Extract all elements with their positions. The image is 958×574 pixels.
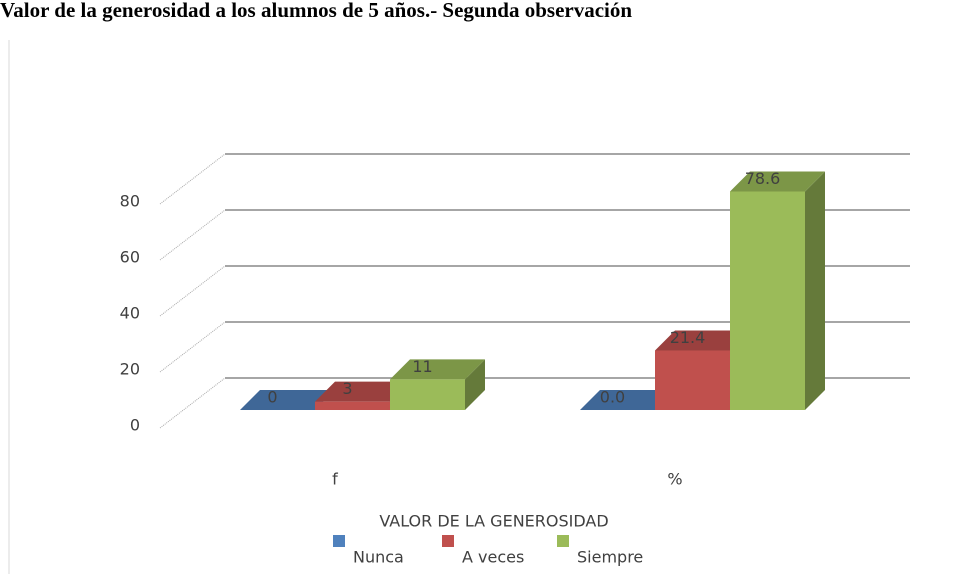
value-label: 3 — [342, 379, 352, 398]
legend-swatch — [442, 535, 454, 547]
bar-top — [315, 381, 410, 402]
y-tick-label: 60 — [120, 248, 140, 267]
value-label: 21.4 — [670, 328, 706, 347]
x-tick-label: f — [332, 470, 338, 489]
chart-title: Valor de la generosidad a los alumnos de… — [0, 0, 632, 22]
bar-top — [655, 330, 750, 351]
bar-side — [465, 359, 485, 410]
bar-top — [730, 171, 825, 192]
x-tick-label: % — [667, 470, 682, 489]
grid-line-side — [159, 265, 226, 317]
legend-label: Siempre — [577, 548, 643, 567]
grid-line-side — [159, 209, 226, 261]
grid-line-side — [159, 321, 226, 373]
y-tick-label: 20 — [120, 360, 140, 379]
value-label: 0 — [267, 388, 277, 407]
bar-top — [240, 390, 335, 410]
grid-line-side — [159, 153, 226, 205]
y-tick-label: 40 — [120, 304, 140, 323]
bar-top — [390, 359, 485, 380]
grid-line-side — [159, 377, 226, 429]
y-tick-label: 80 — [120, 192, 140, 211]
value-label: 11 — [412, 357, 432, 376]
bar — [315, 401, 390, 410]
legend-swatch — [333, 535, 345, 547]
bar — [730, 191, 805, 410]
bar-top — [580, 390, 675, 410]
legend-swatch — [557, 535, 569, 547]
legend-label: A veces — [462, 548, 524, 567]
legend-title: VALOR DE LA GENEROSIDAD — [379, 512, 608, 531]
bar-side — [805, 171, 825, 410]
y-tick-label: 0 — [130, 416, 140, 435]
bar — [390, 379, 465, 410]
value-label: 0.0 — [600, 388, 625, 407]
legend-label: Nunca — [353, 548, 404, 567]
bar — [655, 350, 730, 410]
value-label: 78.6 — [745, 169, 781, 188]
